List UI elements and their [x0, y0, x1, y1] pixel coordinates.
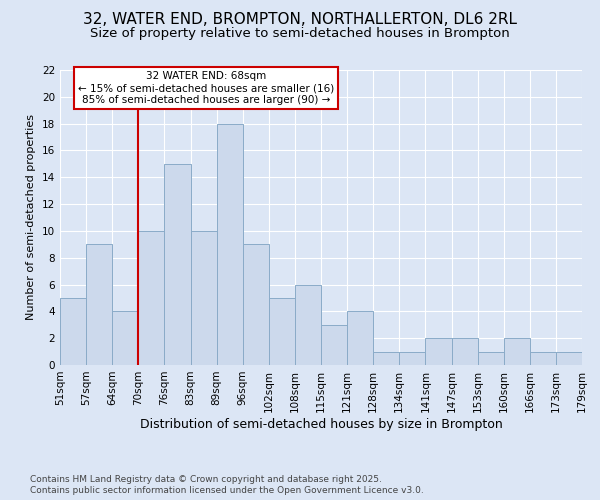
Bar — [86, 244, 112, 365]
Bar — [191, 231, 217, 365]
Bar — [556, 352, 582, 365]
Bar — [530, 352, 556, 365]
Bar — [295, 284, 321, 365]
Bar — [269, 298, 295, 365]
Bar — [321, 325, 347, 365]
Bar — [373, 352, 400, 365]
Text: 32 WATER END: 68sqm
← 15% of semi-detached houses are smaller (16)
85% of semi-d: 32 WATER END: 68sqm ← 15% of semi-detach… — [78, 72, 334, 104]
Bar — [243, 244, 269, 365]
Bar — [217, 124, 243, 365]
Bar — [452, 338, 478, 365]
Bar — [400, 352, 425, 365]
Text: Contains HM Land Registry data © Crown copyright and database right 2025.: Contains HM Land Registry data © Crown c… — [30, 475, 382, 484]
X-axis label: Distribution of semi-detached houses by size in Brompton: Distribution of semi-detached houses by … — [140, 418, 502, 430]
Bar — [347, 312, 373, 365]
Text: 32, WATER END, BROMPTON, NORTHALLERTON, DL6 2RL: 32, WATER END, BROMPTON, NORTHALLERTON, … — [83, 12, 517, 28]
Bar — [60, 298, 86, 365]
Y-axis label: Number of semi-detached properties: Number of semi-detached properties — [26, 114, 37, 320]
Text: Contains public sector information licensed under the Open Government Licence v3: Contains public sector information licen… — [30, 486, 424, 495]
Bar — [478, 352, 504, 365]
Bar — [504, 338, 530, 365]
Text: Size of property relative to semi-detached houses in Brompton: Size of property relative to semi-detach… — [90, 28, 510, 40]
Bar — [425, 338, 452, 365]
Bar — [164, 164, 191, 365]
Bar — [139, 231, 164, 365]
Bar — [112, 312, 139, 365]
